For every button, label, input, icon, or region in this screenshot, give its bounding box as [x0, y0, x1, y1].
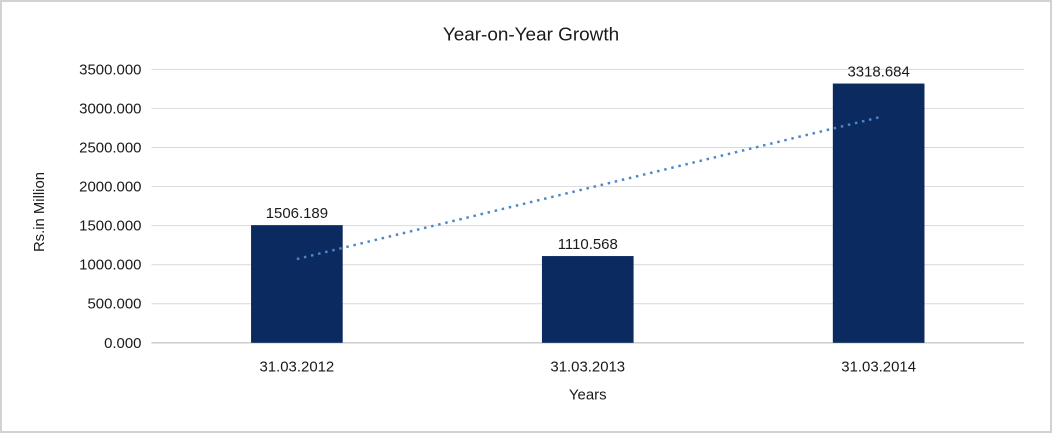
y-tick-label: 1000.000 — [79, 258, 141, 274]
trendline-layer — [296, 116, 879, 261]
bar — [541, 256, 634, 343]
x-tick-label: 31.03.2012 — [260, 360, 335, 376]
y-tick-label: 3500.000 — [79, 62, 141, 78]
x-tick-label: 31.03.2013 — [550, 360, 625, 376]
bar-data-label: 3318.684 — [848, 65, 910, 81]
bar — [251, 225, 343, 343]
x-tick-label: 31.03.2014 — [841, 360, 916, 376]
y-tick-label: 1500.000 — [79, 219, 141, 235]
bar-data-label: 1110.568 — [558, 237, 618, 253]
y-tick-label: 2000.000 — [79, 180, 141, 196]
bars-layer — [251, 83, 925, 343]
labels-layer: 0.000 500.000 1000.000 1500.000 2000.000 2500… — [79, 62, 916, 375]
y-tick-label: 500.000 — [87, 297, 141, 313]
y-tick-label: 3000.000 — [79, 101, 141, 117]
chart-title: Year-on-Year Growth — [443, 24, 619, 45]
trendline — [296, 116, 879, 261]
y-tick-label: 2500.000 — [79, 140, 141, 156]
bar — [832, 83, 925, 343]
bar-data-label: 1506.189 — [266, 206, 328, 222]
y-axis-title: Rs.in Million — [32, 172, 48, 252]
x-axis-title: Years — [569, 387, 607, 403]
y-tick-label: 0.000 — [104, 336, 141, 352]
